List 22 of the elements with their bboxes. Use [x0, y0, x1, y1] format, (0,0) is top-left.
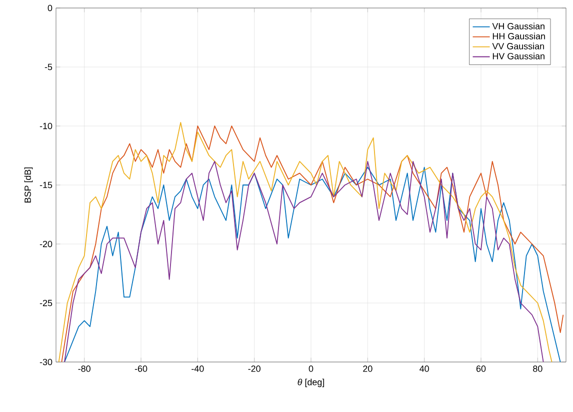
y-axis-title: BSP [dB] — [24, 167, 33, 202]
x-tick-label: -20 — [248, 366, 260, 372]
x-axis-title: θ [deg] — [298, 378, 324, 388]
x-tick-label: 40 — [420, 366, 429, 372]
legend-label: HH Gaussian — [492, 32, 545, 40]
x-tick-label: 0 — [308, 366, 314, 372]
y-tick-label: -10 — [40, 122, 52, 130]
y-tick-label: 0 — [48, 4, 52, 12]
y-tick-label: -20 — [40, 240, 52, 248]
y-tick-label: -15 — [40, 182, 52, 188]
legend-label: HV Gaussian — [492, 52, 544, 60]
legend-label: VV Gaussian — [492, 42, 544, 50]
y-tick-label: -30 — [40, 358, 52, 366]
x-tick-label: -40 — [192, 366, 204, 372]
x-tick-label: -80 — [78, 366, 90, 372]
y-tick-label: -5 — [44, 64, 52, 70]
x-tick-label: 80 — [533, 366, 542, 372]
legend-label: VH Gaussian — [492, 22, 544, 30]
x-tick-label: 20 — [363, 366, 372, 372]
x-tick-label: -60 — [134, 366, 148, 372]
y-tick-label: -25 — [40, 300, 52, 306]
x-tick-label: 60 — [476, 366, 486, 372]
